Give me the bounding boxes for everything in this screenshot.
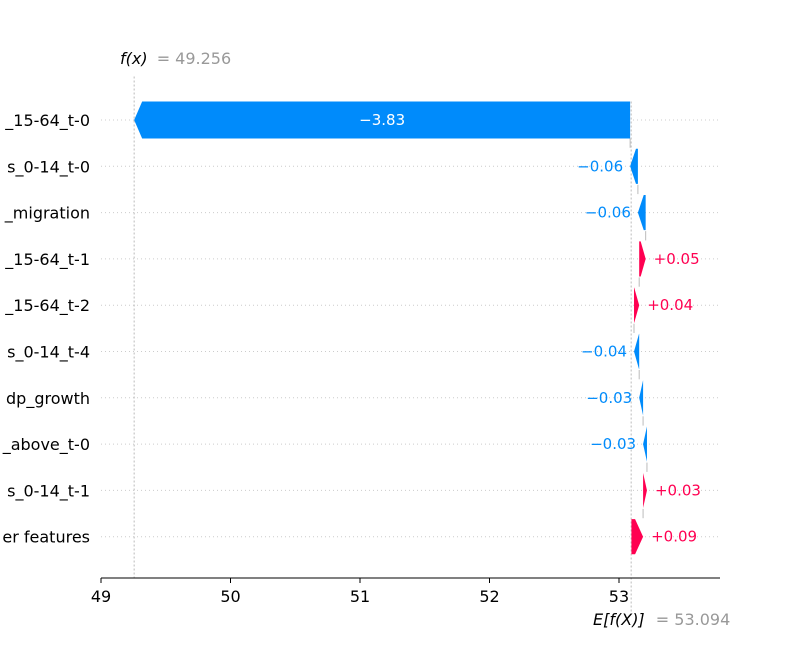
bar-value-label: +0.09 bbox=[651, 528, 697, 546]
bar-value-label: −0.03 bbox=[590, 435, 636, 453]
feature-label: er features bbox=[2, 528, 90, 547]
x-tick-label: 52 bbox=[479, 587, 499, 606]
bar-negative bbox=[630, 148, 638, 184]
feature-label: s_0-14_t-1 bbox=[7, 481, 90, 501]
bar-negative bbox=[134, 101, 631, 139]
bar-negative bbox=[637, 195, 646, 231]
bar-positive bbox=[639, 241, 646, 277]
feature-label: _15-64_t-2 bbox=[4, 296, 90, 316]
bar-positive bbox=[631, 519, 644, 555]
base-value: = 53.094 bbox=[656, 610, 730, 629]
x-tick-label: 50 bbox=[220, 587, 240, 606]
bar-value-label: +0.05 bbox=[654, 250, 700, 268]
feature-label: s_0-14_t-0 bbox=[7, 157, 90, 177]
bar-value-label: −0.06 bbox=[585, 204, 631, 222]
bar-negative bbox=[639, 380, 644, 416]
bar-value-label: −3.83 bbox=[359, 111, 405, 129]
guide-lines bbox=[133, 76, 648, 613]
fx-annotation: f(x) = 49.256 bbox=[120, 49, 231, 68]
bar-positive bbox=[643, 472, 647, 508]
bar-value-label: +0.04 bbox=[647, 296, 693, 314]
x-tick-label: 51 bbox=[350, 587, 370, 606]
bar-value-label: +0.03 bbox=[655, 481, 701, 499]
bar-value-label: −0.04 bbox=[581, 343, 627, 361]
feature-label: _migration bbox=[4, 204, 90, 224]
bar-positive bbox=[634, 287, 640, 323]
row-gridlines bbox=[101, 119, 720, 538]
base-annotation: E[f(X)] = 53.094 bbox=[593, 610, 730, 629]
x-tick-label: 49 bbox=[91, 587, 111, 606]
bar-negative bbox=[634, 333, 640, 370]
fx-value: = 49.256 bbox=[157, 49, 231, 68]
feature-label: dp_growth bbox=[6, 389, 90, 409]
base-label: E[f(X)] bbox=[593, 610, 645, 629]
feature-labels: _15-64_t-0 s_0-14_t-0 _migration _15-64_t-1… bbox=[2, 111, 90, 547]
x-axis: 49 50 51 52 53 bbox=[91, 577, 720, 606]
fx-label: f(x) bbox=[120, 49, 148, 68]
feature-label: _15-64_t-0 bbox=[4, 111, 90, 131]
feature-label: s_0-14_t-4 bbox=[7, 343, 90, 363]
x-tick-label: 53 bbox=[609, 587, 629, 606]
bar-value-label: −0.03 bbox=[586, 389, 632, 407]
feature-label: _15-64_t-1 bbox=[4, 250, 90, 270]
bars-layer: −3.83 −0.06 −0.06 +0.05 +0.04 −0.04 −0.03 −0.03… bbox=[134, 101, 701, 555]
bar-negative bbox=[643, 426, 647, 462]
bar-value-label: −0.06 bbox=[577, 157, 623, 175]
feature-label: _above_t-0 bbox=[2, 435, 90, 455]
